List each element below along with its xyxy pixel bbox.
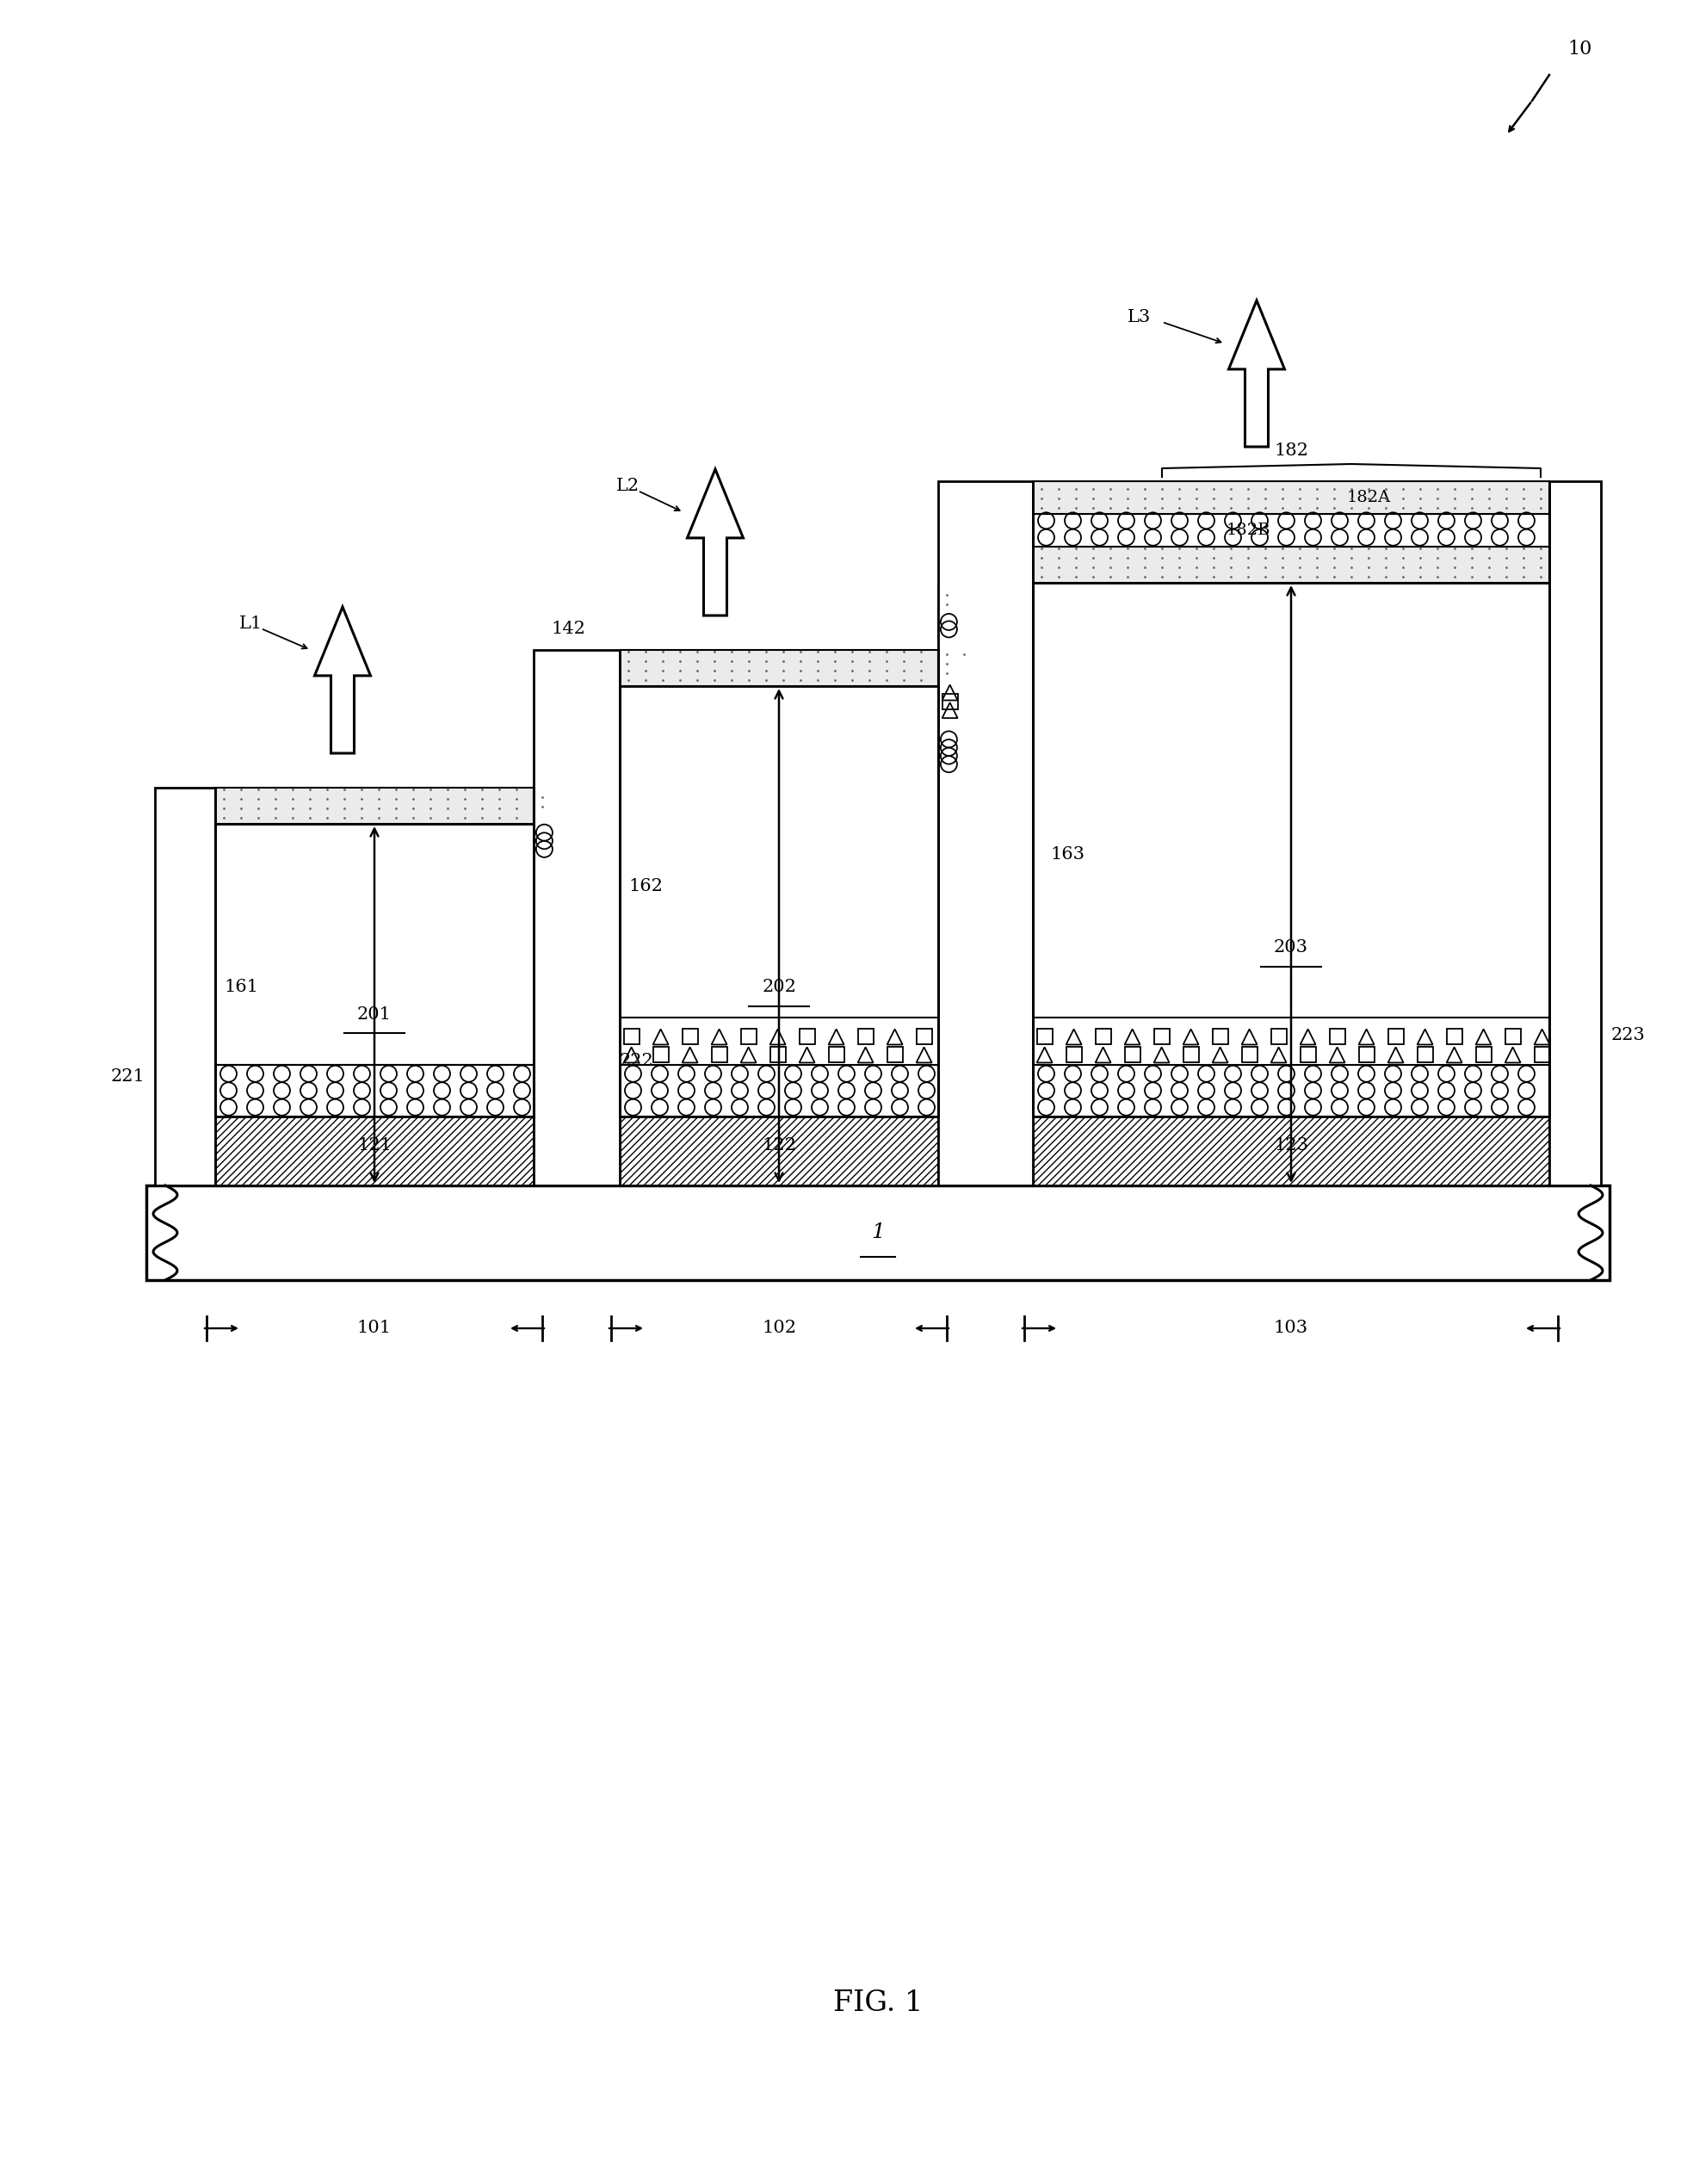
Text: L1: L1 <box>240 616 263 633</box>
Bar <box>216 1066 533 1116</box>
Text: 182: 182 <box>1274 443 1307 459</box>
Text: 203: 203 <box>1274 939 1309 957</box>
Polygon shape <box>938 631 1032 784</box>
Bar <box>916 1029 931 1044</box>
Text: 223: 223 <box>1611 1026 1645 1044</box>
Text: 121: 121 <box>358 1138 391 1153</box>
Bar <box>741 1029 756 1044</box>
Text: 202: 202 <box>763 978 796 996</box>
Text: 182B: 182B <box>1226 522 1270 537</box>
Text: 190: 190 <box>170 1051 204 1066</box>
Bar <box>1301 1046 1316 1064</box>
Bar <box>800 1029 815 1044</box>
Polygon shape <box>314 607 371 753</box>
Bar <box>1505 1029 1520 1044</box>
Bar <box>1183 1046 1199 1064</box>
Bar <box>1154 1029 1169 1044</box>
Bar <box>1032 546 1549 583</box>
Bar <box>1032 1066 1549 1116</box>
Bar <box>619 651 938 686</box>
Bar <box>941 695 958 710</box>
Bar <box>147 1186 1609 1280</box>
Bar <box>887 1046 903 1064</box>
Bar <box>1032 1116 1549 1186</box>
Text: 162: 162 <box>628 878 663 893</box>
Text: 122: 122 <box>763 1138 796 1153</box>
Polygon shape <box>938 583 1032 734</box>
Bar <box>624 1029 639 1044</box>
Bar <box>1358 1046 1375 1064</box>
Bar <box>1446 1029 1463 1044</box>
Polygon shape <box>533 686 619 876</box>
Bar <box>1032 1018 1549 1066</box>
Bar <box>619 1066 938 1116</box>
Text: 182A: 182A <box>1346 489 1390 505</box>
Bar <box>1242 1046 1257 1064</box>
Text: L2: L2 <box>616 478 639 494</box>
Text: 101: 101 <box>358 1319 391 1337</box>
Polygon shape <box>938 513 1032 651</box>
Text: FIG. 1: FIG. 1 <box>833 1990 923 2018</box>
Bar <box>1066 1046 1081 1064</box>
Bar <box>857 1029 874 1044</box>
Text: 142: 142 <box>552 620 585 636</box>
Bar <box>769 1046 786 1064</box>
Text: 181: 181 <box>170 1083 204 1099</box>
Bar <box>1032 480 1549 513</box>
Bar <box>828 1046 844 1064</box>
Polygon shape <box>938 513 1032 651</box>
Text: 163: 163 <box>1049 845 1085 863</box>
Text: 161: 161 <box>224 978 258 994</box>
Text: 1: 1 <box>870 1223 884 1243</box>
Bar <box>619 1116 938 1186</box>
Text: 141: 141 <box>170 797 204 815</box>
Text: 102: 102 <box>763 1319 796 1337</box>
Bar <box>1032 513 1549 546</box>
Text: 181A: 181A <box>160 1118 204 1133</box>
Text: 123: 123 <box>1274 1138 1309 1153</box>
Bar <box>1533 1046 1550 1064</box>
Bar <box>1125 1046 1140 1064</box>
Polygon shape <box>533 651 619 823</box>
Polygon shape <box>938 546 1032 686</box>
Bar <box>682 1029 698 1044</box>
Bar <box>533 651 619 1186</box>
Bar <box>1549 480 1601 1186</box>
Bar <box>1213 1029 1228 1044</box>
Bar <box>1388 1029 1404 1044</box>
Text: L3: L3 <box>1127 310 1151 325</box>
Text: 222: 222 <box>619 1053 655 1068</box>
Bar <box>938 480 1032 1186</box>
Polygon shape <box>938 631 1032 784</box>
Bar <box>1270 1029 1287 1044</box>
Bar <box>1417 1046 1432 1064</box>
Text: 103: 103 <box>1274 1319 1309 1337</box>
Bar <box>1038 1029 1053 1044</box>
Polygon shape <box>687 470 744 616</box>
Text: 143: 143 <box>955 513 990 529</box>
Bar <box>216 788 533 823</box>
Text: 201: 201 <box>358 1007 391 1022</box>
Bar <box>653 1046 668 1064</box>
Polygon shape <box>1228 301 1284 448</box>
Text: 10: 10 <box>1567 39 1593 59</box>
Polygon shape <box>533 686 619 876</box>
Bar <box>619 1018 938 1066</box>
Text: 221: 221 <box>110 1068 145 1085</box>
Bar <box>1329 1029 1345 1044</box>
Bar <box>155 788 216 1186</box>
Bar <box>216 1116 533 1186</box>
Polygon shape <box>938 480 1032 618</box>
Bar <box>1476 1046 1491 1064</box>
Bar <box>712 1046 727 1064</box>
Bar <box>1095 1029 1110 1044</box>
